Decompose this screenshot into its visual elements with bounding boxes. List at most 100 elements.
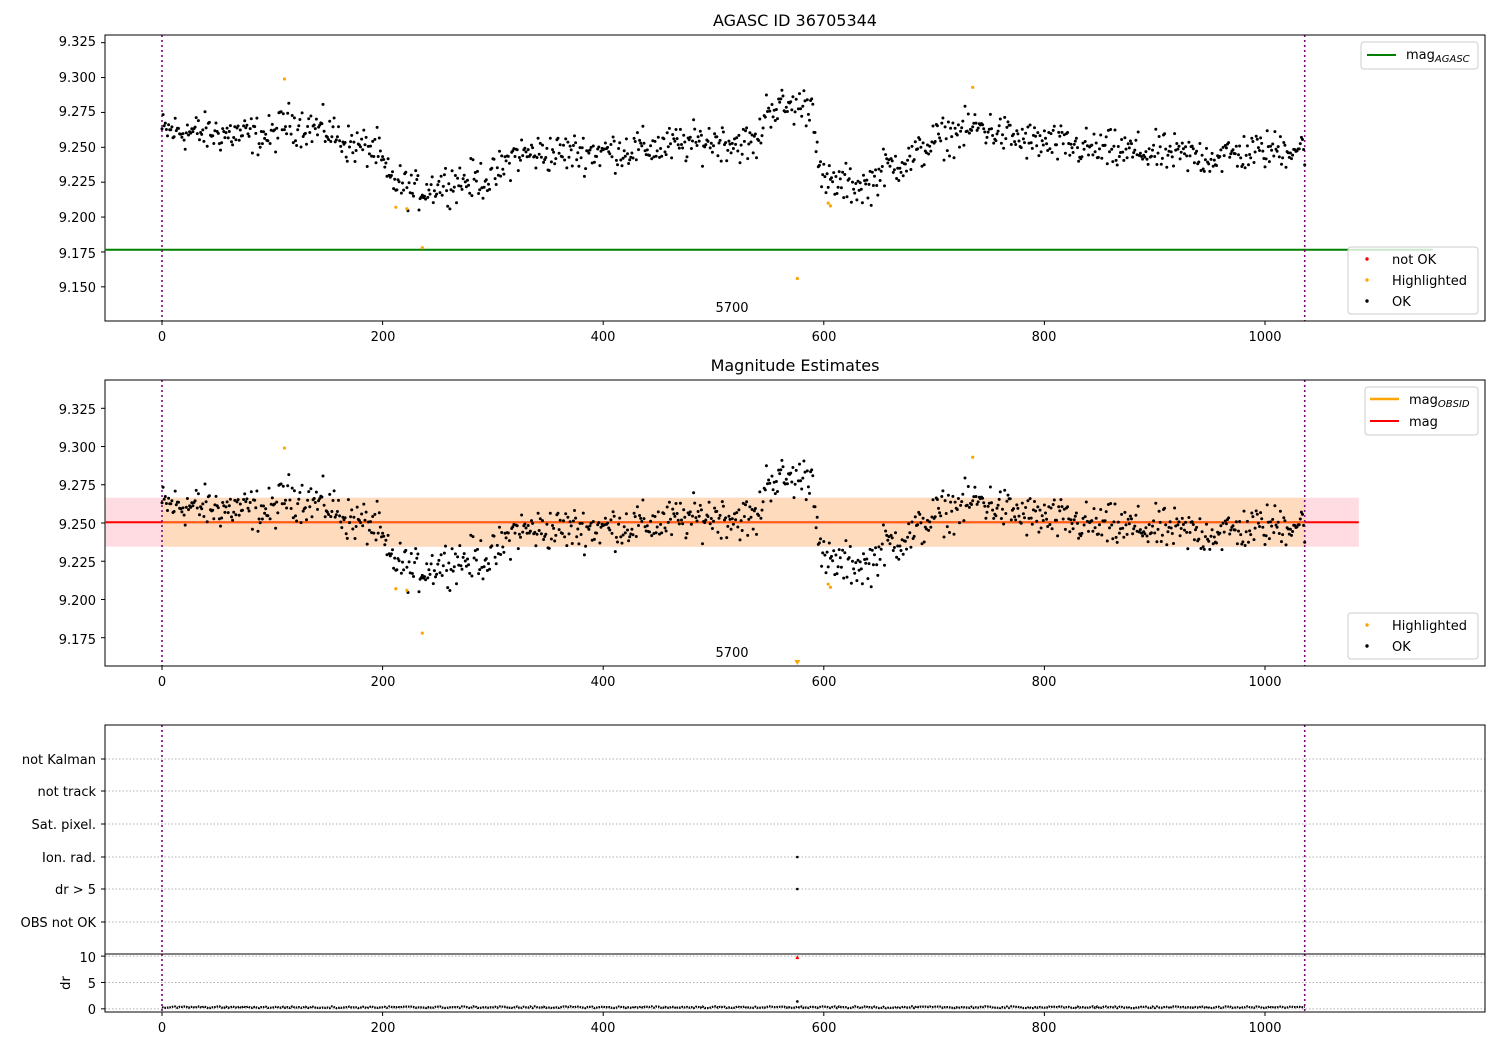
ok-point [581,511,585,515]
ok-point [942,535,946,539]
ok-point [1195,149,1199,153]
ok-point [859,187,863,191]
ok-point [1066,131,1070,134]
ok-point [890,159,894,163]
ok-point [766,110,769,113]
ok-point [369,144,372,148]
ok-point [667,126,671,130]
ok-point [1228,532,1232,536]
flag-row-label: OBS not OK [21,916,97,931]
ok-point [235,500,239,504]
ok-point [428,572,432,576]
ok-point [875,184,879,187]
panel-agasc-plot [101,35,1433,325]
ok-point [967,131,971,135]
ok-point [463,559,467,563]
ok-point [688,135,692,139]
ok-point [224,131,228,135]
ok-point [305,518,308,522]
panel-magnitude-xtick: 200 [371,675,396,690]
ok-point [1004,137,1008,141]
ok-point [539,155,543,159]
ok-point [610,531,614,535]
ok-point [568,520,572,524]
ok-point [1038,134,1042,138]
ok-point [603,141,607,145]
ok-point [666,520,670,524]
ok-point [773,119,777,122]
ok-point [632,511,636,515]
flag-row-label: not Kalman [22,753,96,768]
ok-point [1255,512,1259,516]
ok-point [417,590,421,594]
ok-point [167,123,171,127]
ok-point [918,512,922,516]
ok-point [966,112,970,116]
ok-point [1297,147,1301,151]
ok-point [1201,545,1205,549]
ok-point [1212,535,1216,539]
ok-point [557,528,561,532]
ok-point [296,502,300,506]
ok-point [579,156,583,160]
ok-point [1105,539,1109,543]
ok-point [999,517,1003,520]
ok-point [567,155,571,159]
ok-point [1183,528,1186,532]
ok-point [332,489,336,493]
ok-point [719,159,723,163]
ok-point [650,157,654,161]
ok-point [225,500,229,504]
legend-label: not OK [1392,253,1437,268]
ok-point [889,157,893,161]
ok-point [276,511,280,515]
ok-point [821,551,825,555]
ok-point [698,503,702,507]
ok-point [257,517,261,521]
ok-point [959,503,963,507]
ok-point [928,144,932,148]
ok-point [455,201,458,205]
ok-point [894,154,897,158]
ok-point [1080,531,1084,535]
ok-point [1301,512,1304,516]
ok-point [695,144,699,147]
ok-point [639,516,643,520]
ok-point [680,143,683,146]
legend-subscript: OBSID [1438,399,1470,410]
ok-point [860,582,864,586]
ok-point [167,496,171,500]
ok-point [621,533,625,537]
panel-magnitude-legend-top: magOBSID mag [1364,386,1479,436]
ok-point [1030,522,1034,526]
ok-point [466,557,469,561]
ok-point [976,500,980,504]
ok-point [774,480,778,483]
ok-point [393,177,397,181]
ok-point [1151,148,1154,152]
ok-point [901,552,905,556]
ok-point [440,574,444,577]
ok-point [301,509,305,513]
ok-point [578,146,582,150]
ok-point [707,126,711,130]
ok-point [399,571,403,575]
panel-flags-plot [101,725,1485,954]
ok-point [799,107,803,111]
ok-point [946,493,950,497]
ok-point [1155,540,1159,544]
panel-magnitude-ytick: 9.300 [59,441,96,456]
ok-point [1237,529,1240,533]
ok-point [750,133,754,137]
ok-point [930,515,934,519]
ok-point [248,501,252,504]
ok-point [1208,169,1212,173]
ok-point [1284,543,1288,547]
ok-point [1227,516,1231,520]
panel-agasc-xtick: 0 [158,330,166,345]
ok-point [800,114,804,118]
ok-point [335,135,339,139]
ok-point [1055,518,1058,522]
ok-point [1208,547,1212,551]
ok-point [730,517,734,521]
